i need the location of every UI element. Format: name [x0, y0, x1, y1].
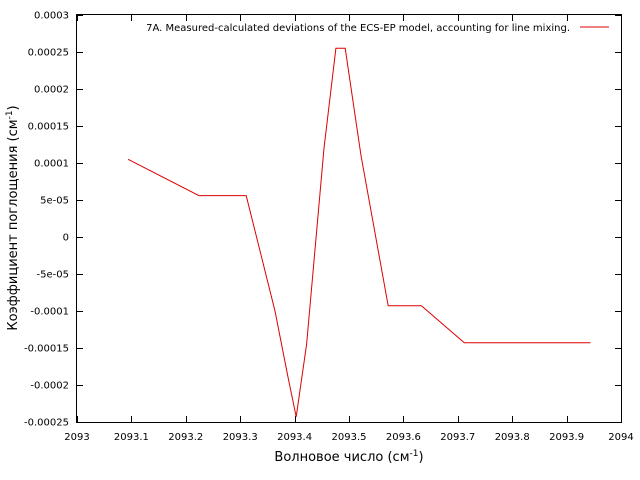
x-tick-label: 2093.8 — [495, 432, 530, 443]
y-tick-label: 0 — [63, 233, 69, 244]
y-axis-title: Коэффициент поглощения (см-1) — [5, 105, 21, 330]
x-tick-label: 2093.9 — [549, 432, 584, 443]
x-tick-label: 2093.1 — [114, 432, 149, 443]
plot-frame — [76, 14, 622, 423]
x-tick-label: 2093.6 — [386, 432, 421, 443]
x-tick-labels: 2093 2093.1 2093.2 2093.3 2093.4 2093.5 2093.6… — [64, 432, 633, 443]
x-tick-label: 2093.4 — [277, 432, 312, 443]
y-tick-label: 5e-05 — [40, 196, 69, 207]
x-axis-title: Волновое число (см-1) — [274, 449, 423, 465]
x-tick-label: 2093 — [64, 432, 89, 443]
y-tick-label: 0.0002 — [34, 85, 69, 96]
y-tick-label: 0.0003 — [34, 11, 69, 22]
y-tick-label: -5e-05 — [37, 270, 69, 281]
y-tick-label: -0.00025 — [24, 418, 69, 429]
x-tick-label: 2093.5 — [332, 432, 367, 443]
y-axis-title-sup: -1 — [5, 110, 15, 119]
x-axis-title-main: Волновое число (см — [274, 450, 409, 465]
y-axis-title-close: ) — [6, 105, 21, 110]
x-tick-label: 2094 — [608, 432, 633, 443]
series-line-0 — [127, 47, 591, 417]
x-tick-label: 2093.2 — [168, 432, 203, 443]
y-tick-label: -0.0002 — [30, 381, 69, 392]
x-tick-label: 2093.7 — [440, 432, 475, 443]
y-tick-label: -0.0001 — [30, 307, 69, 318]
x-tick-label: 2093.3 — [223, 432, 258, 443]
x-axis-title-sup: -1 — [410, 449, 419, 459]
legend: 7A. Measured-calculated deviations of th… — [146, 23, 609, 34]
axis-ticks — [77, 15, 622, 423]
y-axis-title-main: Коэффициент поглощения (см — [6, 119, 21, 330]
y-tick-label: -0.00015 — [24, 344, 69, 355]
y-tick-label: 0.00025 — [28, 48, 69, 59]
legend-label: 7A. Measured-calculated deviations of th… — [146, 23, 570, 34]
x-axis-title-close: ) — [418, 450, 423, 465]
y-tick-label: 0.0001 — [34, 159, 69, 170]
series-group — [127, 47, 591, 417]
y-tick-labels: -0.00025 -0.0002 -0.00015 -0.0001 -5e-05 0 5e-… — [24, 11, 69, 429]
y-tick-label: 0.00015 — [28, 122, 69, 133]
